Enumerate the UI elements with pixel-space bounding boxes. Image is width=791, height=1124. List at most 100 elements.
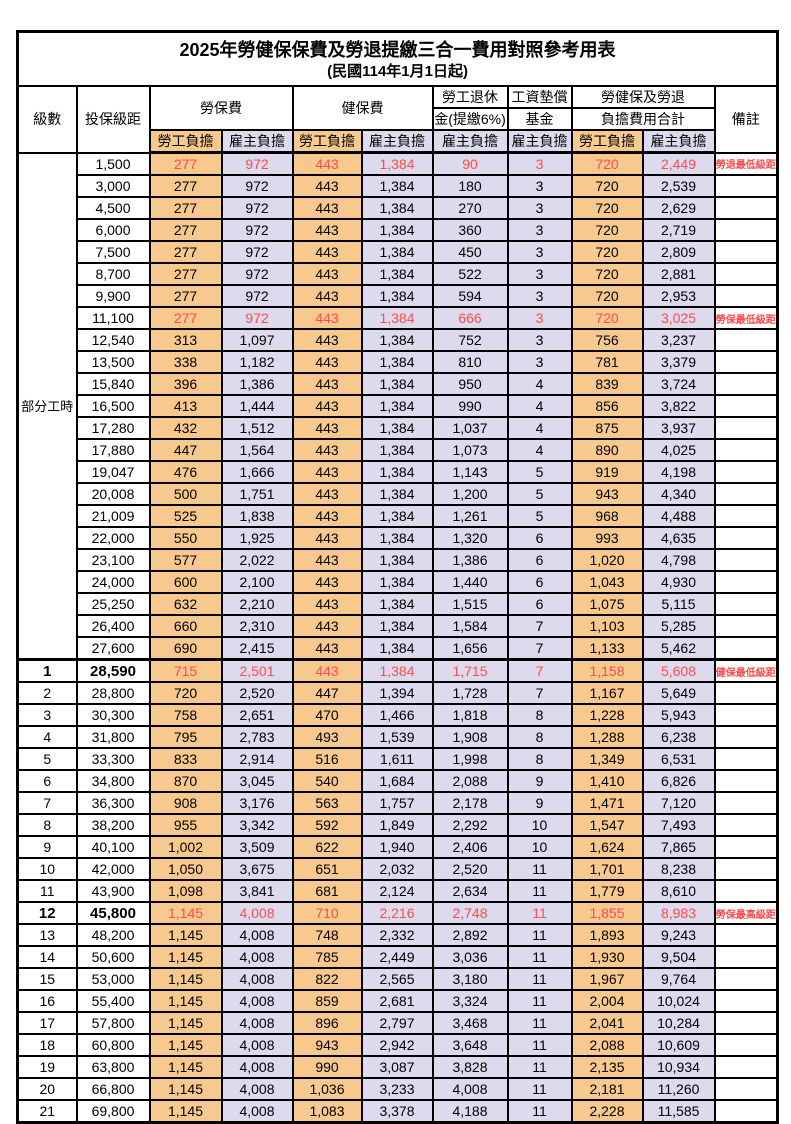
table-row: 2 28,800 720 2,520 447 1,394 1,728 7 1,167 5,649 [16,681,779,705]
cell-pension-employer: 1,143 [431,460,509,484]
cell-health-employer: 2,797 [360,1011,434,1035]
cell-salary-bracket: 19,047 [75,460,151,484]
cell-health-employer: 3,378 [360,1099,434,1124]
table-row: 17 57,800 1,145 4,008 896 2,797 3,468 11 2,041 10… [16,1011,779,1035]
cell-grade: 14 [16,945,78,969]
cell-total-employee: 1,547 [570,813,644,837]
cell-labor-employer: 4,008 [220,989,294,1013]
cell-wage-fund-employer: 11 [506,1077,573,1101]
cell-health-employee: 443 [291,240,363,264]
cell-health-employee: 443 [291,350,363,374]
cell-labor-employer: 2,022 [220,548,294,572]
cell-health-employer: 2,681 [360,989,434,1013]
cell-remark [713,394,779,418]
cell-remark [713,747,779,771]
cell-remark [713,548,779,572]
cell-total-employee: 1,855 [570,901,644,925]
table-row: 9 40,100 1,002 3,509 622 1,940 2,406 10 1,624 7,8… [16,835,779,859]
cell-labor-employer: 4,008 [220,1011,294,1035]
table-row: 16 55,400 1,145 4,008 859 2,681 3,324 11 2,004 10… [16,989,779,1013]
cell-total-employer: 5,943 [641,703,716,727]
cell-health-employee: 443 [291,174,363,198]
cell-labor-employee: 577 [148,548,223,572]
table-row: 16,500 413 1,444 443 1,384 990 4 856 3,822 [18,394,779,418]
cell-wage-fund-employer: 3 [506,196,573,220]
cell-total-employer: 8,238 [641,857,716,881]
cell-labor-employer: 4,008 [220,1055,294,1079]
cell-salary-bracket: 17,280 [75,416,151,440]
cell-wage-fund-employer: 6 [506,548,573,572]
cell-total-employee: 720 [570,262,644,286]
cell-total-employer: 2,809 [641,240,716,264]
page-title: 2025年勞健保保費及勞退提繳三合一費用對照參考用表 [179,40,616,61]
table-row: 13 48,200 1,145 4,008 748 2,332 2,892 11 1,893 9,… [16,923,779,947]
cell-salary-bracket: 13,500 [75,350,151,374]
cell-labor-employer: 2,501 [220,658,294,683]
cell-salary-bracket: 16,500 [75,394,151,418]
cell-total-employee: 1,158 [570,658,644,683]
cell-wage-fund-employer: 4 [506,372,573,396]
cell-wage-fund-employer: 7 [506,681,573,705]
cell-total-employee: 1,410 [570,769,644,793]
cell-pension-employer: 1,908 [431,725,509,749]
cell-health-employer: 1,384 [360,394,434,418]
page-subtitle: (民國114年1月1日起) [327,63,468,81]
cell-pension-employer: 1,715 [431,658,509,683]
cell-total-employee: 1,020 [570,548,644,572]
table-row: 4,500 277 972 443 1,384 270 3 720 2,629 [18,196,779,220]
cell-remark: 勞保最低級距 [713,306,779,330]
cell-health-employee: 651 [291,857,363,881]
cell-labor-employee: 833 [148,747,223,771]
subheader-labor-employer: 雇主負擔 [220,129,294,154]
cell-labor-employee: 1,145 [148,1099,223,1124]
cell-labor-employer: 972 [220,240,294,264]
table-row: 22,000 550 1,925 443 1,384 1,320 6 993 4,635 [18,526,779,550]
cell-labor-employer: 2,783 [220,725,294,749]
table-row: 25,250 632 2,210 443 1,384 1,515 6 1,075 5,115 [18,592,779,616]
cell-wage-fund-employer: 11 [506,1033,573,1057]
table-row: 1 28,590 715 2,501 443 1,384 1,715 7 1,158 5,608 健… [16,658,779,683]
table-row: 27,600 690 2,415 443 1,384 1,656 7 1,133 5,462 [18,636,779,661]
cell-labor-employee: 1,002 [148,835,223,859]
cell-labor-employer: 3,176 [220,791,294,815]
cell-labor-employer: 2,914 [220,747,294,771]
cell-total-employer: 8,610 [641,879,716,903]
header-total-line2: 負擔費用合計 [570,107,716,131]
table-row: 19,047 476 1,666 443 1,384 1,143 5 919 4,198 [18,460,779,484]
cell-labor-employee: 1,145 [148,1077,223,1101]
cell-grade: 4 [16,725,78,749]
cell-total-employee: 1,471 [570,791,644,815]
cell-health-employee: 443 [291,460,363,484]
cell-salary-bracket: 53,000 [75,967,151,991]
cell-pension-employer: 1,261 [431,504,509,528]
cell-grade: 10 [16,857,78,881]
cell-pension-employer: 1,200 [431,482,509,506]
cell-health-employer: 2,124 [360,879,434,903]
cell-salary-bracket: 24,000 [75,570,151,594]
title-row: 2025年勞健保保費及勞退提繳三合一費用對照參考用表 (民國114年1月1日起) [16,30,779,87]
cell-total-employer: 3,025 [641,306,716,330]
cell-total-employee: 1,167 [570,681,644,705]
cell-salary-bracket: 30,300 [75,703,151,727]
cell-labor-employee: 277 [148,218,223,242]
cell-wage-fund-employer: 5 [506,460,573,484]
cell-labor-employer: 972 [220,151,294,176]
cell-labor-employee: 277 [148,284,223,308]
cell-total-employer: 10,609 [641,1033,716,1057]
cell-pension-employer: 1,037 [431,416,509,440]
cell-pension-employer: 360 [431,218,509,242]
subheader-labor-employee: 勞工負擔 [148,129,223,154]
cell-health-employee: 443 [291,306,363,330]
header-pension-line2: 金(提繳6%) [431,107,509,131]
cell-salary-bracket: 38,200 [75,813,151,837]
cell-total-employee: 968 [570,504,644,528]
cell-pension-employer: 2,748 [431,901,509,925]
cell-labor-employer: 1,444 [220,394,294,418]
cell-pension-employer: 180 [431,174,509,198]
cell-labor-employee: 600 [148,570,223,594]
cell-health-employee: 592 [291,813,363,837]
cell-remark [713,879,779,903]
cell-health-employer: 1,384 [360,350,434,374]
cell-health-employer: 2,942 [360,1033,434,1057]
cell-remark [713,174,779,198]
